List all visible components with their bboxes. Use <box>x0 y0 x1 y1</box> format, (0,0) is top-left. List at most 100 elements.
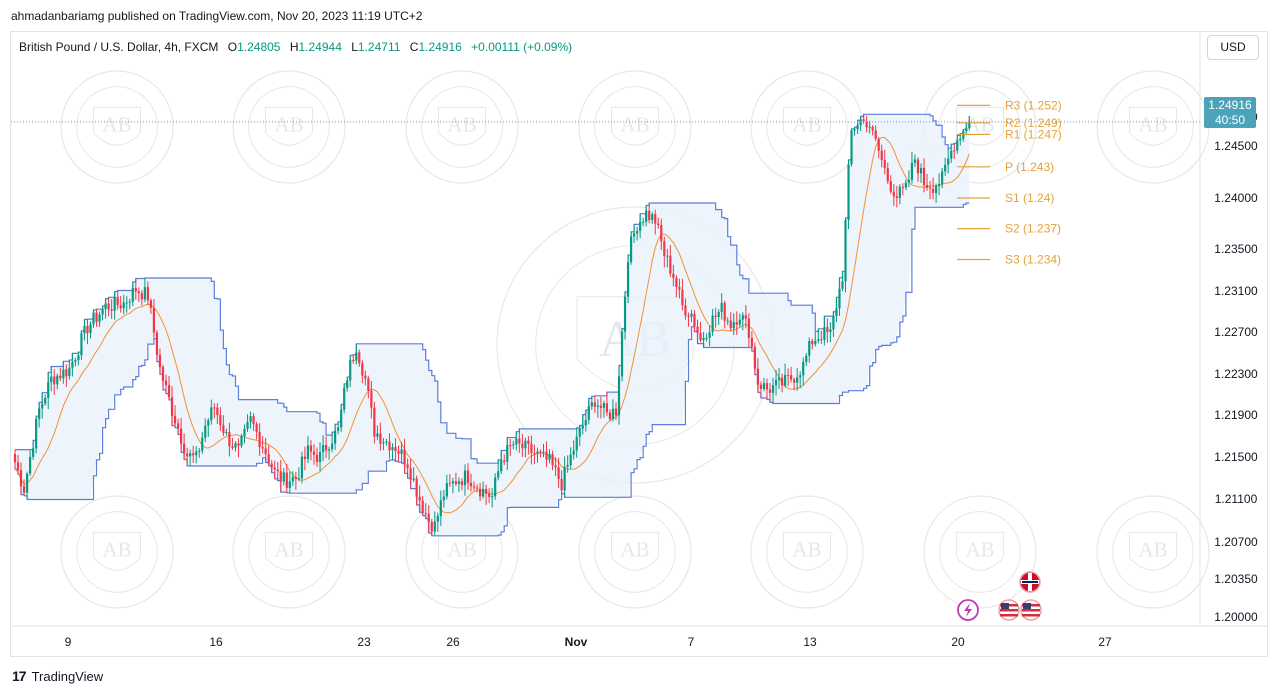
candle <box>913 154 917 167</box>
y-tick-label: 1.21100 <box>1215 492 1258 506</box>
candle <box>391 443 394 460</box>
candle <box>702 331 705 348</box>
candle <box>315 447 319 467</box>
watermark-logo: AB <box>578 70 692 184</box>
watermark-text: AB <box>1138 537 1167 561</box>
candle <box>56 373 59 390</box>
candle <box>373 401 376 444</box>
candle <box>367 375 370 399</box>
candle <box>95 309 98 327</box>
candle <box>811 338 814 350</box>
us-flag-icon[interactable] <box>998 599 1020 621</box>
candle <box>642 217 645 227</box>
lightning-icon[interactable] <box>957 599 979 621</box>
candle <box>765 378 769 400</box>
candle <box>349 355 352 388</box>
candle <box>771 377 775 404</box>
candle <box>249 411 252 429</box>
candle <box>86 319 89 345</box>
open-value: 1.24805 <box>237 40 281 54</box>
uk-flag-icon[interactable] <box>1019 571 1041 593</box>
candle <box>629 231 633 265</box>
candle <box>252 413 255 431</box>
candle <box>675 275 678 298</box>
y-tick-label: 1.22700 <box>1214 325 1258 339</box>
candle <box>768 383 772 403</box>
candle <box>59 367 62 381</box>
candle <box>276 462 279 481</box>
candle <box>560 470 563 494</box>
candle <box>554 457 557 477</box>
candle <box>548 449 551 464</box>
candle <box>838 277 841 316</box>
candle <box>379 422 382 451</box>
candle <box>192 445 195 463</box>
candle <box>877 136 880 159</box>
candle <box>874 125 877 142</box>
candle <box>183 433 186 460</box>
candle <box>134 278 137 300</box>
candle <box>331 432 334 453</box>
candle <box>376 425 379 441</box>
candle <box>756 358 760 393</box>
x-tick-label: 27 <box>1098 635 1112 649</box>
candle <box>681 278 684 311</box>
candle <box>602 400 605 418</box>
y-tick-label: 1.20350 <box>1214 572 1258 586</box>
candle <box>868 120 871 134</box>
candle <box>590 396 593 410</box>
candle <box>741 312 744 331</box>
candle <box>41 392 44 419</box>
plot-area[interactable] <box>13 113 971 537</box>
candle <box>83 319 86 341</box>
candle <box>409 458 412 489</box>
watermark-text: AB <box>620 537 649 561</box>
candle <box>620 328 624 382</box>
candle <box>931 177 935 200</box>
footer: 17 TradingView <box>12 668 103 684</box>
candle <box>611 399 615 422</box>
candle <box>750 331 753 352</box>
candle <box>938 173 941 196</box>
candle <box>29 450 32 476</box>
candle <box>916 157 920 182</box>
candle <box>497 459 500 481</box>
candle <box>657 217 660 229</box>
candle <box>164 374 168 394</box>
candle <box>901 183 904 196</box>
watermark-logo: AB <box>60 70 174 184</box>
candle <box>648 203 651 224</box>
price-axis[interactable]: 1.250001.245001.240001.235001.231001.227… <box>1214 110 1258 624</box>
candle <box>297 467 300 482</box>
candle <box>246 414 249 433</box>
candle <box>491 487 494 508</box>
candle <box>231 437 234 450</box>
x-tick-label: 16 <box>209 635 223 649</box>
event-icons[interactable] <box>957 571 1042 621</box>
tradingview-logo-icon[interactable]: 17 <box>12 668 27 684</box>
candle <box>935 183 938 203</box>
candle <box>427 505 430 534</box>
footer-brand[interactable]: TradingView <box>31 668 104 684</box>
pivot-level: P (1.243) <box>957 160 1054 174</box>
candle <box>261 436 264 454</box>
candle <box>910 151 914 184</box>
time-axis[interactable]: 9 16 23 26 Nov 7 13 20 27 <box>65 635 1112 649</box>
candle <box>122 294 125 315</box>
candle <box>814 332 817 347</box>
currency-button[interactable]: USD <box>1207 35 1259 60</box>
candle <box>334 424 337 450</box>
pivot-label: R1 (1.247) <box>1005 127 1062 141</box>
candle <box>919 163 923 183</box>
candle <box>131 281 134 306</box>
us-flag-icon[interactable] <box>1020 599 1042 621</box>
candle <box>799 371 802 389</box>
candle <box>787 368 790 386</box>
chart-frame[interactable] <box>10 31 1268 657</box>
pivot-level: R2 (1.249) <box>957 116 1062 130</box>
candle <box>303 446 307 471</box>
candle <box>173 405 177 428</box>
candle <box>922 158 926 193</box>
candle <box>856 120 859 134</box>
